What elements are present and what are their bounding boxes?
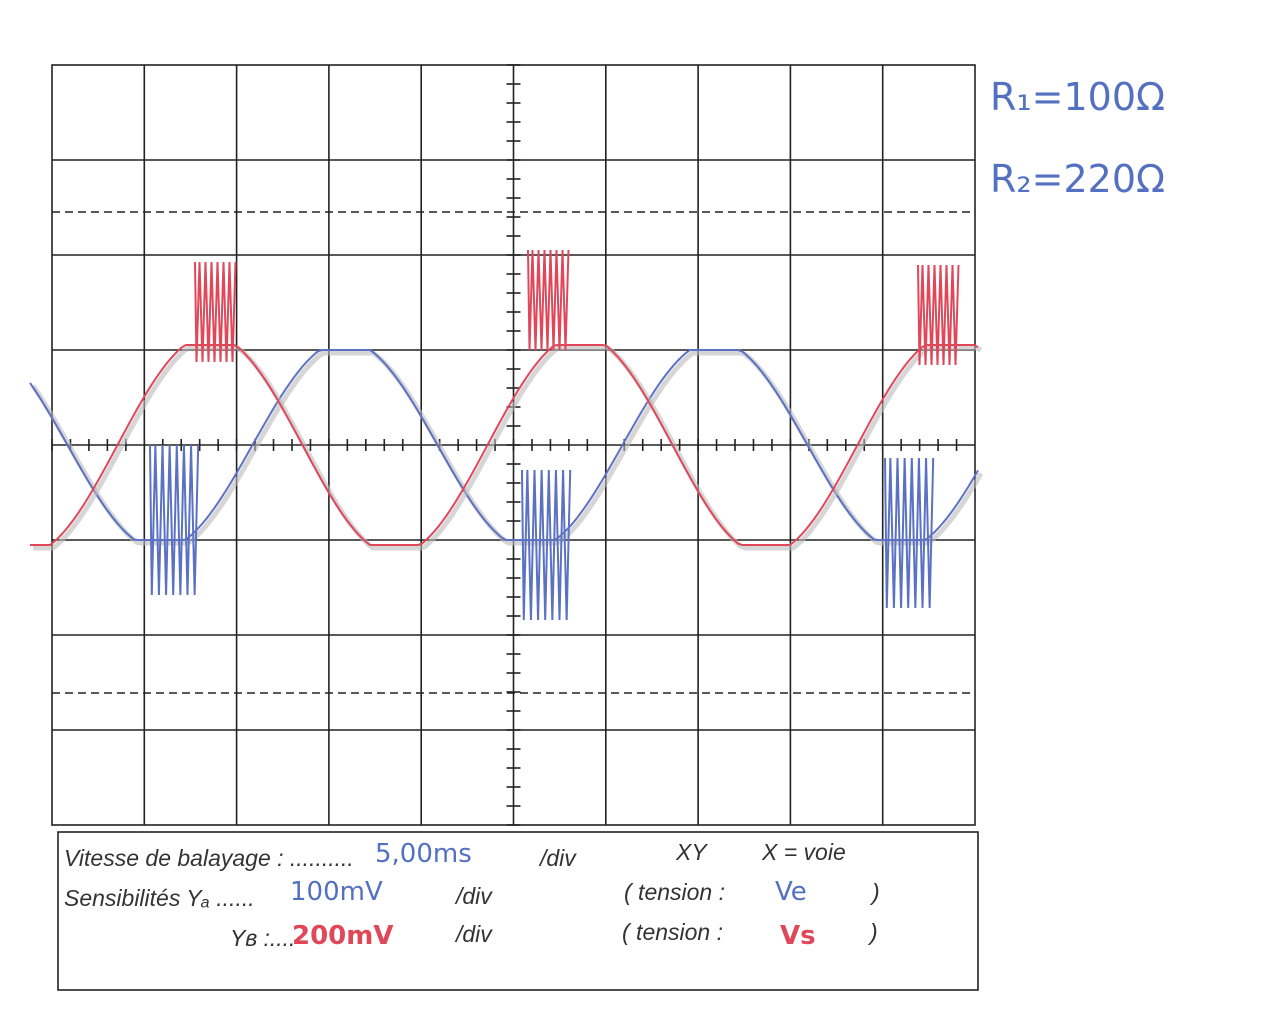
- blue-scribble: [149, 444, 200, 596]
- yb-tension-open: ( tension :: [622, 919, 723, 945]
- red-trace: [30, 344, 979, 546]
- yb-tension-close: ): [867, 919, 878, 945]
- yb-value: 200mV: [292, 921, 394, 951]
- yb-tension-value: Vs: [780, 921, 816, 951]
- resistor-2: R₂=220Ω: [990, 157, 1165, 201]
- x-label: X = voie: [761, 839, 846, 865]
- yb-unit: /div: [454, 921, 493, 947]
- blue-trace-shadow: [30, 350, 984, 546]
- blue-scribble: [884, 457, 935, 609]
- resistor-1: R₁=100Ω: [990, 75, 1165, 119]
- ya-unit: /div: [454, 883, 493, 909]
- blue-scribble: [521, 469, 572, 621]
- ya-tension-open: ( tension :: [624, 879, 725, 905]
- ya-tension-value: Ve: [775, 877, 807, 907]
- sweep-unit: /div: [538, 845, 577, 871]
- yb-label: Yʙ :....: [230, 925, 295, 951]
- red-scribble: [917, 264, 960, 366]
- red-scribble: [194, 261, 237, 363]
- settings-box: [57, 831, 979, 991]
- sweep-label: Vitesse de balayage : ..........: [64, 845, 354, 871]
- red-trace-shadow: [33, 345, 983, 551]
- ya-label: Sensibilités Yₐ ......: [64, 885, 255, 911]
- sweep-value: 5,00ms: [375, 839, 472, 869]
- red-scribble: [527, 249, 570, 351]
- ya-value: 100mV: [290, 877, 383, 907]
- xy-label: XY: [675, 839, 708, 865]
- ya-tension-close: ): [869, 879, 880, 905]
